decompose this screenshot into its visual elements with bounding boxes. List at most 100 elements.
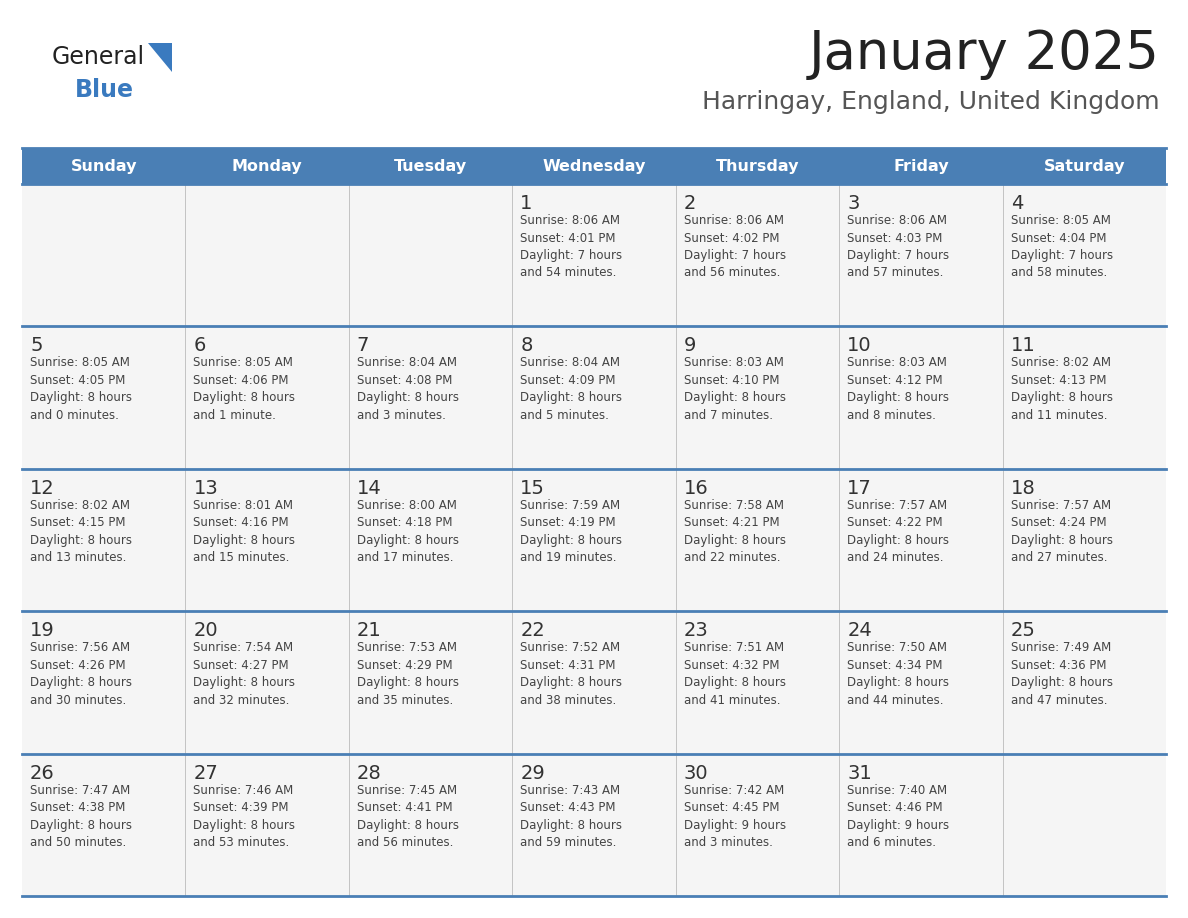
Text: Sunrise: 8:06 AM
Sunset: 4:01 PM
Daylight: 7 hours
and 54 minutes.: Sunrise: 8:06 AM Sunset: 4:01 PM Dayligh… (520, 214, 623, 279)
Text: 6: 6 (194, 336, 206, 355)
Text: Sunrise: 8:05 AM
Sunset: 4:06 PM
Daylight: 8 hours
and 1 minute.: Sunrise: 8:05 AM Sunset: 4:06 PM Dayligh… (194, 356, 296, 422)
Text: 29: 29 (520, 764, 545, 783)
Bar (23, 327, 185, 469)
Text: Sunrise: 7:47 AM
Sunset: 4:38 PM
Daylight: 8 hours
and 50 minutes.: Sunrise: 7:47 AM Sunset: 4:38 PM Dayligh… (30, 784, 132, 849)
Text: Sunrise: 7:57 AM
Sunset: 4:24 PM
Daylight: 8 hours
and 27 minutes.: Sunrise: 7:57 AM Sunset: 4:24 PM Dayligh… (1011, 498, 1113, 565)
Text: 24: 24 (847, 621, 872, 640)
Bar (839, 327, 1003, 469)
Text: Sunrise: 7:53 AM
Sunset: 4:29 PM
Daylight: 8 hours
and 35 minutes.: Sunrise: 7:53 AM Sunset: 4:29 PM Dayligh… (356, 641, 459, 707)
Bar (512, 148, 676, 184)
Bar (185, 611, 349, 754)
Bar (676, 754, 839, 896)
Text: Sunrise: 7:56 AM
Sunset: 4:26 PM
Daylight: 8 hours
and 30 minutes.: Sunrise: 7:56 AM Sunset: 4:26 PM Dayligh… (30, 641, 132, 707)
Bar (349, 148, 512, 184)
Text: Blue: Blue (75, 78, 134, 102)
Bar (676, 148, 839, 184)
Text: 21: 21 (356, 621, 381, 640)
Text: January 2025: January 2025 (809, 28, 1159, 80)
Bar (349, 327, 512, 469)
Text: 15: 15 (520, 479, 545, 498)
Bar (676, 184, 839, 327)
Bar (839, 469, 1003, 611)
Bar (1003, 754, 1165, 896)
Bar (1003, 184, 1165, 327)
Text: 8: 8 (520, 336, 532, 355)
Bar (839, 184, 1003, 327)
Text: Wednesday: Wednesday (542, 159, 646, 174)
Text: Sunday: Sunday (70, 159, 137, 174)
Bar (676, 469, 839, 611)
Bar (512, 184, 676, 327)
Text: Sunrise: 7:59 AM
Sunset: 4:19 PM
Daylight: 8 hours
and 19 minutes.: Sunrise: 7:59 AM Sunset: 4:19 PM Dayligh… (520, 498, 623, 565)
Bar (23, 754, 185, 896)
Bar (1003, 327, 1165, 469)
Text: 17: 17 (847, 479, 872, 498)
Bar (1003, 611, 1165, 754)
Bar (1003, 148, 1165, 184)
Text: Sunrise: 7:52 AM
Sunset: 4:31 PM
Daylight: 8 hours
and 38 minutes.: Sunrise: 7:52 AM Sunset: 4:31 PM Dayligh… (520, 641, 623, 707)
Text: Sunrise: 7:54 AM
Sunset: 4:27 PM
Daylight: 8 hours
and 32 minutes.: Sunrise: 7:54 AM Sunset: 4:27 PM Dayligh… (194, 641, 296, 707)
Bar (23, 184, 185, 327)
Text: Saturday: Saturday (1043, 159, 1125, 174)
Text: 23: 23 (684, 621, 708, 640)
Text: 19: 19 (30, 621, 55, 640)
Bar (349, 611, 512, 754)
Text: 27: 27 (194, 764, 219, 783)
Bar (185, 148, 349, 184)
Bar (23, 148, 185, 184)
Bar (349, 754, 512, 896)
Text: Sunrise: 8:05 AM
Sunset: 4:04 PM
Daylight: 7 hours
and 58 minutes.: Sunrise: 8:05 AM Sunset: 4:04 PM Dayligh… (1011, 214, 1113, 279)
Text: Monday: Monday (232, 159, 303, 174)
Text: Sunrise: 7:57 AM
Sunset: 4:22 PM
Daylight: 8 hours
and 24 minutes.: Sunrise: 7:57 AM Sunset: 4:22 PM Dayligh… (847, 498, 949, 565)
Text: Sunrise: 7:49 AM
Sunset: 4:36 PM
Daylight: 8 hours
and 47 minutes.: Sunrise: 7:49 AM Sunset: 4:36 PM Dayligh… (1011, 641, 1113, 707)
Bar (185, 327, 349, 469)
Bar (512, 754, 676, 896)
Text: 18: 18 (1011, 479, 1035, 498)
Text: Sunrise: 7:40 AM
Sunset: 4:46 PM
Daylight: 9 hours
and 6 minutes.: Sunrise: 7:40 AM Sunset: 4:46 PM Dayligh… (847, 784, 949, 849)
Bar (185, 184, 349, 327)
Text: Sunrise: 7:45 AM
Sunset: 4:41 PM
Daylight: 8 hours
and 56 minutes.: Sunrise: 7:45 AM Sunset: 4:41 PM Dayligh… (356, 784, 459, 849)
Text: Sunrise: 7:50 AM
Sunset: 4:34 PM
Daylight: 8 hours
and 44 minutes.: Sunrise: 7:50 AM Sunset: 4:34 PM Dayligh… (847, 641, 949, 707)
Text: Sunrise: 8:02 AM
Sunset: 4:15 PM
Daylight: 8 hours
and 13 minutes.: Sunrise: 8:02 AM Sunset: 4:15 PM Dayligh… (30, 498, 132, 565)
Text: Sunrise: 8:03 AM
Sunset: 4:12 PM
Daylight: 8 hours
and 8 minutes.: Sunrise: 8:03 AM Sunset: 4:12 PM Dayligh… (847, 356, 949, 422)
Text: Tuesday: Tuesday (394, 159, 467, 174)
Text: Sunrise: 8:06 AM
Sunset: 4:03 PM
Daylight: 7 hours
and 57 minutes.: Sunrise: 8:06 AM Sunset: 4:03 PM Dayligh… (847, 214, 949, 279)
Bar (839, 148, 1003, 184)
Text: 10: 10 (847, 336, 872, 355)
Text: Sunrise: 7:42 AM
Sunset: 4:45 PM
Daylight: 9 hours
and 3 minutes.: Sunrise: 7:42 AM Sunset: 4:45 PM Dayligh… (684, 784, 785, 849)
Bar (512, 469, 676, 611)
Text: 11: 11 (1011, 336, 1035, 355)
Text: 31: 31 (847, 764, 872, 783)
Text: Sunrise: 8:00 AM
Sunset: 4:18 PM
Daylight: 8 hours
and 17 minutes.: Sunrise: 8:00 AM Sunset: 4:18 PM Dayligh… (356, 498, 459, 565)
Text: Sunrise: 8:02 AM
Sunset: 4:13 PM
Daylight: 8 hours
and 11 minutes.: Sunrise: 8:02 AM Sunset: 4:13 PM Dayligh… (1011, 356, 1113, 422)
Text: 30: 30 (684, 764, 708, 783)
Text: Sunrise: 7:51 AM
Sunset: 4:32 PM
Daylight: 8 hours
and 41 minutes.: Sunrise: 7:51 AM Sunset: 4:32 PM Dayligh… (684, 641, 785, 707)
Bar (676, 611, 839, 754)
Bar (185, 754, 349, 896)
Text: Sunrise: 7:58 AM
Sunset: 4:21 PM
Daylight: 8 hours
and 22 minutes.: Sunrise: 7:58 AM Sunset: 4:21 PM Dayligh… (684, 498, 785, 565)
Text: Sunrise: 7:43 AM
Sunset: 4:43 PM
Daylight: 8 hours
and 59 minutes.: Sunrise: 7:43 AM Sunset: 4:43 PM Dayligh… (520, 784, 623, 849)
Text: Harringay, England, United Kingdom: Harringay, England, United Kingdom (702, 90, 1159, 114)
Text: 7: 7 (356, 336, 369, 355)
Text: 13: 13 (194, 479, 219, 498)
Text: Thursday: Thursday (715, 159, 800, 174)
Text: 4: 4 (1011, 194, 1023, 213)
Text: 3: 3 (847, 194, 859, 213)
Text: General: General (52, 45, 145, 69)
Text: Sunrise: 8:03 AM
Sunset: 4:10 PM
Daylight: 8 hours
and 7 minutes.: Sunrise: 8:03 AM Sunset: 4:10 PM Dayligh… (684, 356, 785, 422)
Text: Sunrise: 8:04 AM
Sunset: 4:08 PM
Daylight: 8 hours
and 3 minutes.: Sunrise: 8:04 AM Sunset: 4:08 PM Dayligh… (356, 356, 459, 422)
Text: 9: 9 (684, 336, 696, 355)
Bar (512, 327, 676, 469)
Text: 22: 22 (520, 621, 545, 640)
Bar (676, 327, 839, 469)
Bar (1003, 469, 1165, 611)
Bar (185, 469, 349, 611)
Bar (839, 754, 1003, 896)
Bar (839, 611, 1003, 754)
Text: 25: 25 (1011, 621, 1036, 640)
Text: 28: 28 (356, 764, 381, 783)
Bar (349, 184, 512, 327)
Text: Sunrise: 8:01 AM
Sunset: 4:16 PM
Daylight: 8 hours
and 15 minutes.: Sunrise: 8:01 AM Sunset: 4:16 PM Dayligh… (194, 498, 296, 565)
Bar (349, 469, 512, 611)
Text: Sunrise: 8:05 AM
Sunset: 4:05 PM
Daylight: 8 hours
and 0 minutes.: Sunrise: 8:05 AM Sunset: 4:05 PM Dayligh… (30, 356, 132, 422)
